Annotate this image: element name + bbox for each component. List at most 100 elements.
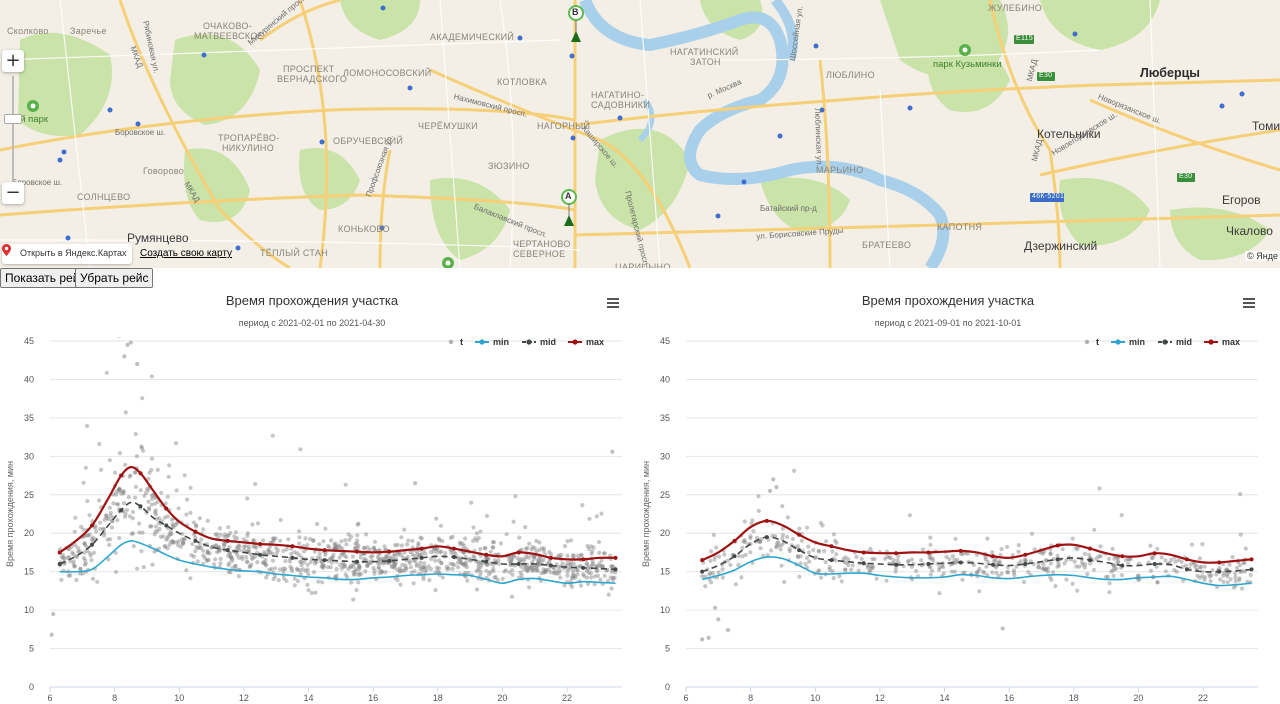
- scatter-point: [996, 573, 1001, 579]
- scatter-point: [937, 565, 942, 570]
- legend-item[interactable]: mid: [522, 337, 556, 347]
- legend-item[interactable]: min: [475, 337, 509, 347]
- scatter-point: [931, 558, 936, 563]
- series-marker: [1217, 569, 1222, 574]
- map-copyright[interactable]: © Янде: [1245, 251, 1280, 261]
- scatter-point: [736, 562, 741, 568]
- scatter-point: [295, 567, 300, 572]
- scatter-point: [594, 569, 599, 574]
- scatter-point: [1111, 563, 1117, 568]
- scatter-point: [1048, 575, 1053, 580]
- create-map-link[interactable]: Создать свою карту: [140, 248, 233, 259]
- scatter-point: [612, 575, 617, 580]
- legend-item[interactable]: t: [1084, 337, 1099, 347]
- remove-route-button[interactable]: Убрать рейс: [75, 268, 154, 288]
- x-tick-label: 22: [1198, 693, 1208, 703]
- scatter-point: [266, 547, 271, 552]
- scatter-point: [140, 396, 145, 401]
- legend-item[interactable]: max: [568, 337, 604, 347]
- scatter-point: [198, 545, 203, 550]
- scatter-point: [275, 548, 280, 553]
- scatter-point: [169, 532, 174, 537]
- scatter-point: [569, 575, 575, 580]
- scatter-point: [1056, 563, 1062, 568]
- map-label: МАРЬИНО: [816, 165, 864, 175]
- scatter-point: [342, 553, 347, 558]
- scatter-point: [305, 542, 310, 548]
- scatter-point: [824, 539, 829, 544]
- scatter-point: [585, 544, 590, 549]
- route-sign-e30: E30: [1179, 173, 1193, 180]
- scatter-point: [128, 340, 133, 345]
- scatter-point: [237, 548, 243, 553]
- scatter-point: [502, 569, 507, 574]
- scatter-point: [461, 562, 466, 567]
- scatter-point: [405, 555, 410, 560]
- series-marker: [581, 557, 586, 562]
- scatter-point: [73, 554, 78, 559]
- legend-item[interactable]: mid: [1158, 337, 1192, 347]
- scatter-point: [301, 549, 307, 554]
- scatter-point: [415, 552, 420, 557]
- scatter-point: [1091, 567, 1097, 572]
- scatter-point: [117, 487, 122, 492]
- zoom-out-button[interactable]: −: [2, 182, 24, 204]
- scatter-point: [1208, 579, 1213, 584]
- scatter-point: [270, 558, 276, 563]
- scatter-point: [510, 572, 515, 577]
- series-marker: [119, 508, 124, 513]
- zoom-in-button[interactable]: +: [2, 50, 24, 72]
- scatter-point: [361, 546, 367, 551]
- series-marker: [894, 562, 899, 567]
- scatter-point: [431, 549, 436, 554]
- park-pins: [27, 44, 971, 268]
- scatter-point: [541, 557, 546, 562]
- legend-item[interactable]: max: [1204, 337, 1240, 347]
- scatter-point: [587, 564, 592, 569]
- scatter-point: [423, 569, 428, 574]
- scatter-point: [507, 570, 512, 575]
- y-tick-label: 25: [660, 490, 670, 500]
- open-in-yandex-maps-button[interactable]: Открыть в Яндекс.Картах: [2, 244, 133, 264]
- show-route-button[interactable]: Показать рейс: [0, 268, 91, 288]
- scatter-point: [779, 563, 784, 568]
- scatter-point: [71, 559, 76, 564]
- marker-b[interactable]: B: [568, 5, 584, 43]
- series-marker: [732, 538, 737, 543]
- series-marker: [290, 555, 295, 560]
- scatter-point: [1064, 577, 1069, 582]
- scatter-point: [297, 541, 302, 546]
- scatter-point: [568, 562, 574, 568]
- scatter-point: [1189, 542, 1195, 547]
- zoom-track[interactable]: [12, 76, 14, 186]
- marker-a[interactable]: A: [561, 189, 577, 227]
- map-label: ОЧАКОВО-: [203, 21, 253, 31]
- scatter-point: [406, 538, 411, 543]
- series-marker: [90, 523, 95, 528]
- map-canvas[interactable]: [0, 0, 1280, 268]
- x-tick-label: 22: [562, 693, 572, 703]
- scatter-point: [703, 584, 708, 589]
- scatter-point: [78, 571, 83, 576]
- chart-menu-icon[interactable]: [1243, 298, 1255, 308]
- series-marker: [861, 550, 866, 555]
- zoom-slider-handle[interactable]: [4, 114, 22, 124]
- scatter-point: [884, 578, 889, 583]
- scatter-point: [436, 566, 442, 571]
- scatter-point: [356, 571, 361, 576]
- yandex-map[interactable]: Сколково Заречье ОЧАКОВО- МАТВЕЕВСКОЕ ПРОСПЕ…: [0, 0, 1280, 268]
- legend-item[interactable]: min: [1111, 337, 1145, 347]
- scatter-point: [108, 513, 113, 518]
- series-marker: [322, 548, 327, 553]
- scatter-point: [193, 523, 199, 528]
- scatter-point: [225, 553, 231, 558]
- scatter-point: [85, 498, 90, 504]
- scatter-point: [599, 564, 604, 569]
- legend-item[interactable]: t: [448, 337, 463, 347]
- scatter-point: [244, 555, 249, 560]
- scatter-point: [199, 537, 204, 542]
- scatter-point: [320, 580, 325, 585]
- scatter-point: [1043, 567, 1048, 572]
- chart-menu-icon[interactable]: [607, 298, 619, 308]
- scatter-point: [218, 561, 223, 566]
